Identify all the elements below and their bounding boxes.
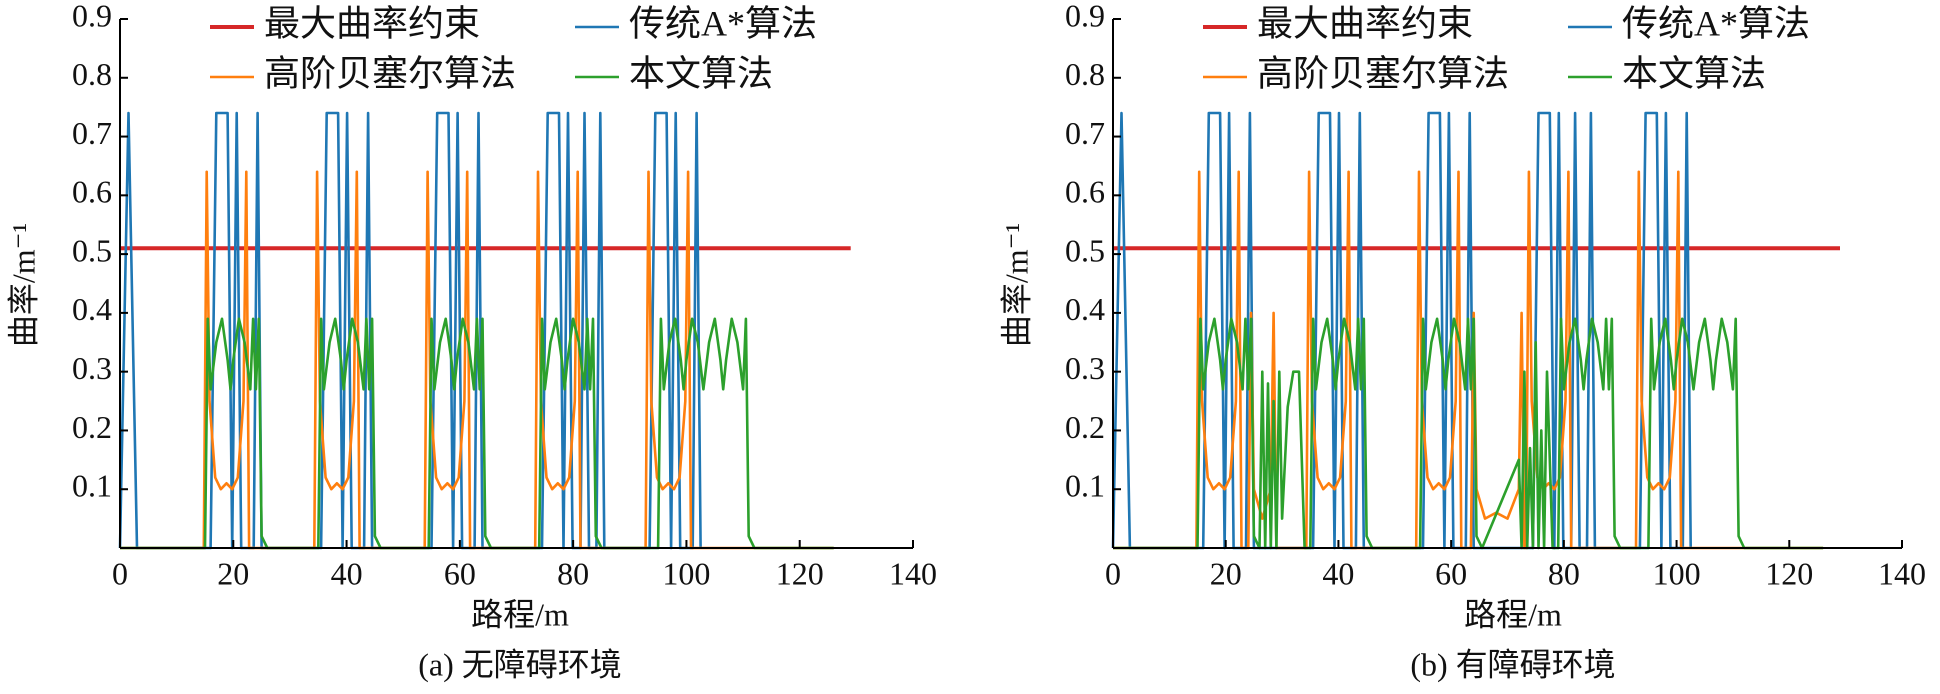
y-tick-label: 0.5 xyxy=(72,232,112,268)
y-tick-label: 0.6 xyxy=(1065,174,1105,210)
x-tick-label: 140 xyxy=(1878,555,1926,591)
y-tick-label: 0.5 xyxy=(1065,232,1105,268)
y-tick-label: 0.6 xyxy=(72,174,112,210)
panel: 0.1 0.2 0.3 0.4 0.5 0.6 0.7 0.8 0.9 0 20 40 60 80 100 1… xyxy=(998,0,1926,682)
x-tick-label: 40 xyxy=(331,555,363,591)
data-line xyxy=(120,317,834,550)
x-tick-label: 80 xyxy=(1548,555,1580,591)
y-tick-label: 0.1 xyxy=(1065,468,1105,504)
y-tick-label: 0.8 xyxy=(72,56,112,92)
x-axis-label: 路程/m xyxy=(1464,596,1562,632)
x-tick-label: 60 xyxy=(1435,555,1467,591)
data-line xyxy=(120,170,834,550)
y-tick-label: 0.3 xyxy=(72,350,112,386)
x-tick-label: 0 xyxy=(112,555,128,591)
legend-label: 最大曲率约束 xyxy=(264,3,480,43)
x-tick-label: 120 xyxy=(1765,555,1813,591)
x-tick-label: 120 xyxy=(776,555,824,591)
x-tick-label: 0 xyxy=(1105,555,1121,591)
caption: (a) 无障碍环境 xyxy=(418,646,622,682)
y-tick-label: 0.4 xyxy=(72,291,112,327)
legend-label: 传统A*算法 xyxy=(629,3,817,43)
legend-label: 最大曲率约束 xyxy=(1257,3,1473,43)
y-tick-label: 0.2 xyxy=(1065,409,1105,445)
y-tick-label: 0.1 xyxy=(72,468,112,504)
y-tick-label: 0.8 xyxy=(1065,56,1105,92)
legend-label: 高阶贝塞尔算法 xyxy=(264,53,516,93)
x-tick-label: 100 xyxy=(1653,555,1701,591)
legend-label: 传统A*算法 xyxy=(1622,3,1810,43)
y-tick-label: 0.3 xyxy=(1065,350,1105,386)
x-tick-label: 60 xyxy=(444,555,476,591)
y-axis-label: 曲率/m⁻¹ xyxy=(998,223,1034,347)
y-axis-label: 曲率/m⁻¹ xyxy=(5,223,41,347)
x-tick-label: 140 xyxy=(889,555,937,591)
legend-label: 本文算法 xyxy=(629,53,773,93)
x-tick-label: 20 xyxy=(217,555,249,591)
caption: (b) 有障碍环境 xyxy=(1410,646,1615,682)
x-tick-label: 20 xyxy=(1210,555,1242,591)
data-line xyxy=(1113,317,1824,550)
y-tick-label: 0.7 xyxy=(1065,115,1105,151)
x-tick-label: 80 xyxy=(557,555,589,591)
panel: 0.1 0.2 0.3 0.4 0.5 0.6 0.7 0.8 0.9 0 20 40 60 80 100 1… xyxy=(5,0,937,682)
y-tick-label: 0.7 xyxy=(72,115,112,151)
y-tick-label: 0.9 xyxy=(1065,0,1105,33)
y-tick-label: 0.9 xyxy=(72,0,112,33)
x-tick-label: 100 xyxy=(662,555,710,591)
x-tick-label: 40 xyxy=(1322,555,1354,591)
legend-label: 高阶贝塞尔算法 xyxy=(1257,53,1509,93)
y-tick-label: 0.2 xyxy=(72,409,112,445)
legend-label: 本文算法 xyxy=(1622,53,1766,93)
x-axis-label: 路程/m xyxy=(471,596,569,632)
y-tick-label: 0.4 xyxy=(1065,291,1105,327)
